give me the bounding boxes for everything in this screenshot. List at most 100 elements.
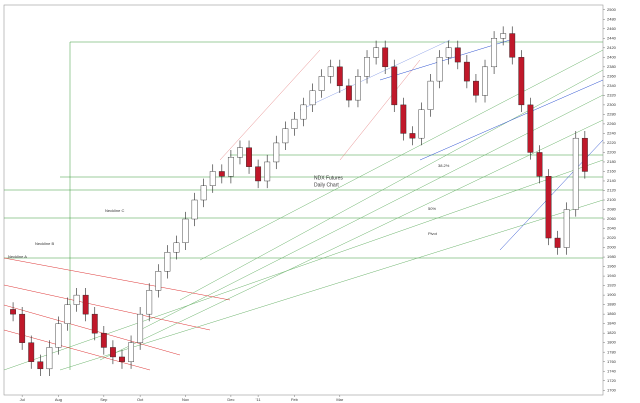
y-tick-label: 1760 [607, 359, 617, 364]
y-tick-label: 2200 [607, 150, 617, 155]
y-tick-label: 1840 [607, 321, 617, 326]
x-tick-label: Mar [336, 397, 344, 402]
trend-line [59, 199, 604, 371]
chart-title: NDX Futures [314, 175, 343, 181]
candle-body [246, 147, 252, 167]
candle-body [109, 347, 116, 358]
candle-body [454, 47, 461, 63]
y-tick-label: 2140 [607, 178, 617, 183]
y-tick-label: 2020 [607, 235, 617, 240]
candle-body [391, 66, 398, 106]
candle-body [155, 271, 162, 291]
candle-body [191, 199, 198, 220]
annotation: Neckline A [8, 254, 27, 259]
chart-subtitle: Daily Chart [314, 182, 339, 188]
y-tick-label: 1780 [607, 349, 617, 354]
y-tick-label: 1960 [607, 264, 617, 269]
y-tick-label: 2420 [607, 45, 617, 50]
candle-body [264, 161, 271, 182]
candle-body [318, 76, 325, 91]
candle-body [282, 128, 289, 144]
candle-body [572, 137, 579, 210]
y-tick-label: 2220 [607, 140, 617, 145]
candle-body [91, 313, 98, 334]
y-tick-label: 1800 [607, 340, 617, 345]
candle-body [445, 47, 452, 58]
y-tick-label: 1880 [607, 302, 617, 307]
candle-body [436, 57, 443, 82]
candle-body [409, 133, 416, 139]
x-tick-label: '11 [256, 397, 262, 402]
trend-line [299, 39, 451, 111]
y-tick-label: 1980 [607, 254, 617, 259]
trend-line [419, 79, 604, 161]
x-tick-label: Oct [137, 397, 144, 402]
y-tick-label: 2180 [607, 159, 617, 164]
candle-body [291, 118, 298, 129]
x-tick-label: Dec [227, 397, 234, 402]
y-tick-label: 2460 [607, 26, 617, 31]
x-tick-label: Aug [55, 397, 62, 402]
y-tick-label: 2060 [607, 216, 617, 221]
candle-body [209, 171, 216, 186]
candle-body [300, 104, 307, 120]
candle-body [273, 142, 280, 163]
trend-line [139, 94, 604, 331]
candle-body [527, 104, 534, 153]
candle-body [64, 304, 71, 324]
candle-body [336, 66, 343, 87]
candle-body [55, 323, 62, 348]
candle-body [19, 313, 26, 343]
candle-body [309, 90, 316, 106]
candle-body [473, 80, 479, 96]
candle-body [100, 332, 107, 348]
annotation: Pivot [428, 231, 438, 236]
candle-body [500, 33, 507, 39]
y-tick-label: 1900 [607, 292, 617, 297]
y-tick-label: 2240 [607, 130, 617, 135]
trend-line [219, 49, 321, 161]
candle-body [355, 76, 361, 101]
candle-body [563, 209, 570, 248]
y-tick-label: 2320 [607, 92, 617, 97]
annotation: Neckline C [105, 208, 124, 213]
candle-body [227, 156, 234, 177]
y-tick-label: 2100 [607, 197, 617, 202]
candle-body [364, 57, 370, 77]
candle-body [255, 166, 262, 182]
trend-line [199, 49, 604, 261]
candle-body [146, 290, 153, 315]
y-tick-label: 2340 [607, 83, 617, 88]
x-tick-label: Sep [100, 397, 108, 402]
candle-body [82, 294, 89, 315]
candle-body [10, 309, 16, 315]
trend-lines [3, 39, 604, 371]
candle-body [327, 66, 334, 77]
candle-body [536, 152, 543, 177]
trend-line [3, 329, 151, 371]
y-tick-label: 2500 [607, 7, 617, 12]
candle-body [137, 313, 144, 343]
candle-body [182, 218, 189, 244]
candle-body [463, 61, 470, 82]
candle-body [382, 47, 389, 68]
candle-body [373, 47, 380, 58]
candle-body [46, 347, 53, 370]
y-tick-label: 1720 [607, 378, 617, 383]
y-tick-label: 1940 [607, 273, 617, 278]
y-tick-label: 1820 [607, 330, 617, 335]
candle-body [509, 33, 516, 58]
candle-body [418, 109, 425, 139]
annotation: Neckline B [35, 241, 54, 246]
trend-line [339, 59, 421, 161]
y-tick-label: 2120 [607, 188, 617, 193]
y-tick-label: 1740 [607, 368, 617, 373]
candle-body [427, 80, 434, 110]
annotation: 50% [428, 206, 436, 211]
candle-body [400, 104, 407, 134]
annotation: 38.2% [438, 163, 450, 168]
y-tick-label: 2360 [607, 73, 617, 78]
candle-body [164, 252, 171, 272]
x-tick-label: Feb [291, 397, 299, 402]
